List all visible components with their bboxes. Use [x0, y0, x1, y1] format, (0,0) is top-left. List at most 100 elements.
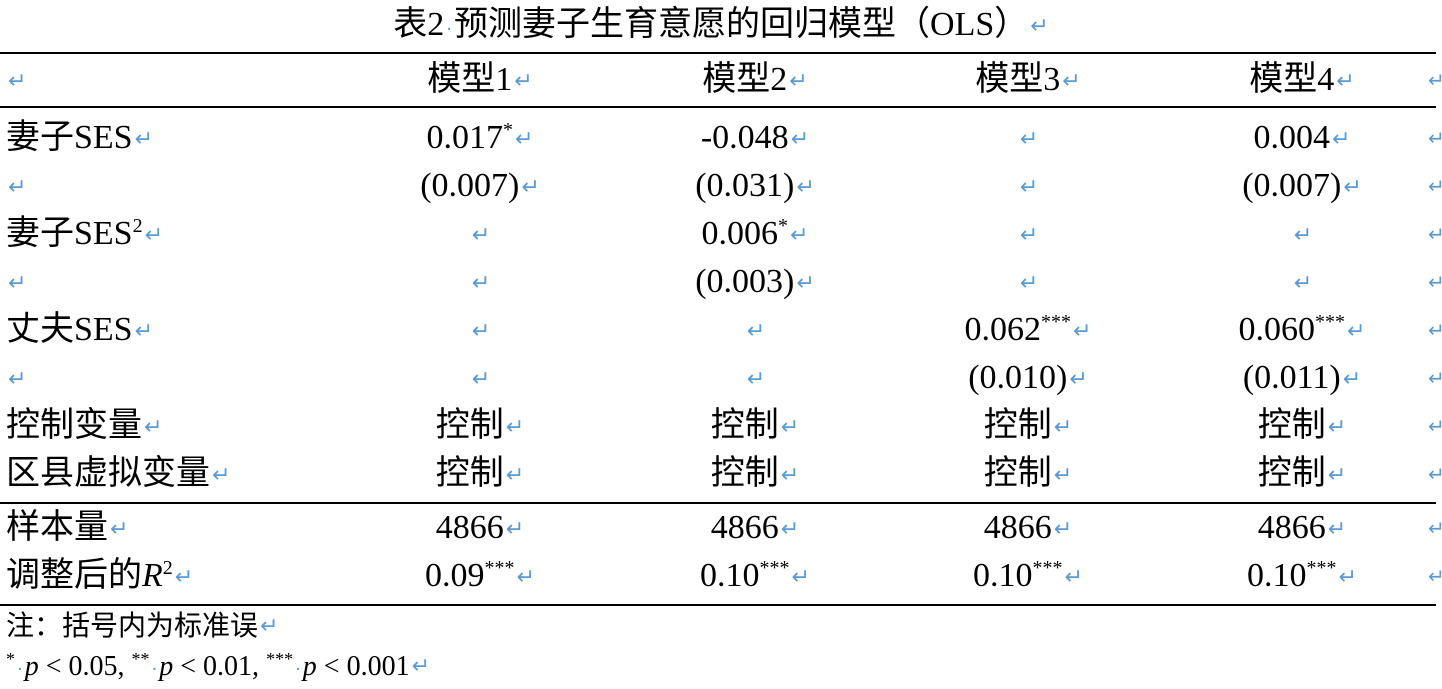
space-mark: · [17, 659, 23, 680]
row-label-italic: R [142, 557, 163, 594]
paragraph-mark-icon: ↵ [790, 127, 810, 152]
column-header-label: 模型2 [702, 61, 788, 98]
row-label-text: 丈夫SES [6, 311, 133, 348]
row-end-mark-icon: ↵ [1428, 68, 1442, 92]
paragraph-mark-icon: ↵ [505, 517, 525, 542]
paragraph-mark-icon: ↵ [746, 319, 766, 344]
table-cell: 0.10***↵ [918, 552, 1138, 600]
note-standard-error: 注：括号内为标准误↵ [6, 608, 1406, 648]
paragraph-mark-icon: ↵ [174, 565, 194, 590]
paragraph-mark-icon: ↵ [1062, 69, 1081, 94]
paragraph-mark-icon: ↵ [8, 367, 27, 392]
paragraph-mark-icon: ↵ [1293, 271, 1313, 296]
table-cell: ↵ [918, 162, 1138, 210]
paragraph-mark-icon: ↵ [1336, 69, 1355, 94]
cell-value: 0.062 [964, 311, 1042, 348]
note-stars: * [6, 649, 15, 669]
table-title-prefix: 表2 [393, 6, 445, 43]
significance-stars: *** [759, 557, 790, 579]
table-title: 表2 ·预测妻子生育意愿的回归模型（OLS）↵ [0, 0, 1442, 50]
paragraph-mark-icon: ↵ [1064, 565, 1083, 590]
paragraph-mark-icon: ↵ [1069, 367, 1088, 392]
cell-value: 4866 [983, 509, 1052, 546]
paragraph-mark-icon: ↵ [1019, 175, 1039, 200]
paragraph-mark-icon: ↵ [746, 367, 766, 392]
note-comparison: < 0.01, [173, 651, 260, 682]
row-label: ↵ [6, 258, 406, 306]
paragraph-mark-icon: ↵ [1332, 127, 1351, 152]
cell-value: 控制 [435, 455, 504, 492]
row-label: 控制变量↵ [6, 402, 406, 450]
space-mark: · [151, 659, 158, 680]
row-label: ↵ [6, 354, 406, 402]
table-cell: ↵ [370, 354, 590, 402]
midrule [0, 502, 1436, 504]
paragraph-mark-icon: ↵ [1053, 463, 1073, 488]
paragraph-mark-icon: ↵ [1327, 463, 1347, 488]
table-row: 调整后的R2↵ 0.09***↵ 0.10***↵ 0.10***↵ 0.10***↵ ↵ [0, 552, 1442, 600]
cell-value: -0.048 [700, 119, 789, 156]
row-end-mark-icon: ↵ [1428, 564, 1442, 588]
cell-value: (0.011) [1242, 359, 1341, 396]
table-cell: ↵ [370, 258, 590, 306]
paragraph-mark-icon: ↵ [411, 654, 431, 679]
row-label-text: 调整后的 [6, 557, 142, 594]
paragraph-mark-icon: ↵ [1327, 415, 1347, 440]
paragraph-mark-icon: ↵ [780, 517, 800, 542]
paragraph-mark-icon: ↵ [789, 69, 808, 94]
table-cell: (0.010)↵ [918, 354, 1138, 402]
paragraph-mark-icon: ↵ [1347, 319, 1366, 344]
paragraph-mark-icon: ↵ [505, 463, 525, 488]
paragraph-mark-icon: ↵ [471, 367, 491, 392]
paragraph-mark-icon: ↵ [1030, 14, 1049, 39]
cell-value: 控制 [983, 455, 1052, 492]
column-header: 模型3↵ [918, 56, 1138, 104]
cell-value: (0.007) [1242, 167, 1342, 204]
table-cell: 0.10***↵ [645, 552, 865, 600]
note-gap [259, 651, 266, 682]
bottom-rule [0, 604, 1436, 606]
table-cell: 0.10***↵ [1192, 552, 1412, 600]
table-cell: 4866↵ [645, 504, 865, 552]
table-row: 妻子SES↵ 0.017*↵ -0.048↵ ↵ 0.004↵ ↵ [0, 114, 1442, 162]
table-cell: ↵ [918, 210, 1138, 258]
table-cell: 0.062***↵ [918, 306, 1138, 354]
cell-value: 0.10 [1247, 557, 1307, 594]
cell-value: 控制 [983, 407, 1052, 444]
table-cell: (0.007)↵ [1192, 162, 1412, 210]
significance-stars: *** [1306, 557, 1337, 579]
paragraph-mark-icon: ↵ [471, 223, 491, 248]
row-label: 丈夫SES↵ [6, 306, 406, 354]
paragraph-mark-icon: ↵ [260, 614, 279, 639]
table-cell: 0.060***↵ [1192, 306, 1412, 354]
row-end-mark-icon: ↵ [1428, 270, 1442, 294]
table-cell: 4866↵ [370, 504, 590, 552]
paragraph-mark-icon: ↵ [514, 69, 533, 94]
table-row: ↵ (0.007)↵ (0.031)↵ ↵ (0.007)↵ ↵ [0, 162, 1442, 210]
row-label-text: 妻子SES [6, 215, 133, 252]
column-header-label: 模型1 [427, 61, 513, 98]
cell-value: 0.10 [700, 557, 760, 594]
cell-value: 4866 [435, 509, 504, 546]
space-mark: · [295, 659, 301, 680]
table-cell: ↵ [370, 306, 590, 354]
table-cell: 控制↵ [645, 450, 865, 498]
paragraph-mark-icon: ↵ [1342, 367, 1362, 392]
significance-stars: * [503, 119, 514, 141]
table-cell: 4866↵ [1192, 504, 1412, 552]
table-cell: (0.007)↵ [370, 162, 590, 210]
table-cell: 控制↵ [370, 402, 590, 450]
paragraph-mark-icon: ↵ [1293, 223, 1313, 248]
table-row: 丈夫SES↵ ↵ ↵ 0.062***↵ 0.060***↵ ↵ [0, 306, 1442, 354]
paragraph-mark-icon: ↵ [471, 271, 491, 296]
row-label: 调整后的R2↵ [6, 552, 406, 600]
header-rule [0, 106, 1436, 108]
paragraph-mark-icon: ↵ [1053, 415, 1073, 440]
cell-value: 0.017 [426, 119, 504, 156]
cell-value: 0.004 [1253, 119, 1331, 156]
row-end-mark-icon: ↵ [1428, 318, 1442, 342]
table-row: 样本量↵ 4866↵ 4866↵ 4866↵ 4866↵ ↵ [0, 504, 1442, 552]
paragraph-mark-icon: ↵ [212, 463, 231, 488]
note-p: p [24, 651, 39, 682]
paragraph-mark-icon: ↵ [110, 517, 129, 542]
